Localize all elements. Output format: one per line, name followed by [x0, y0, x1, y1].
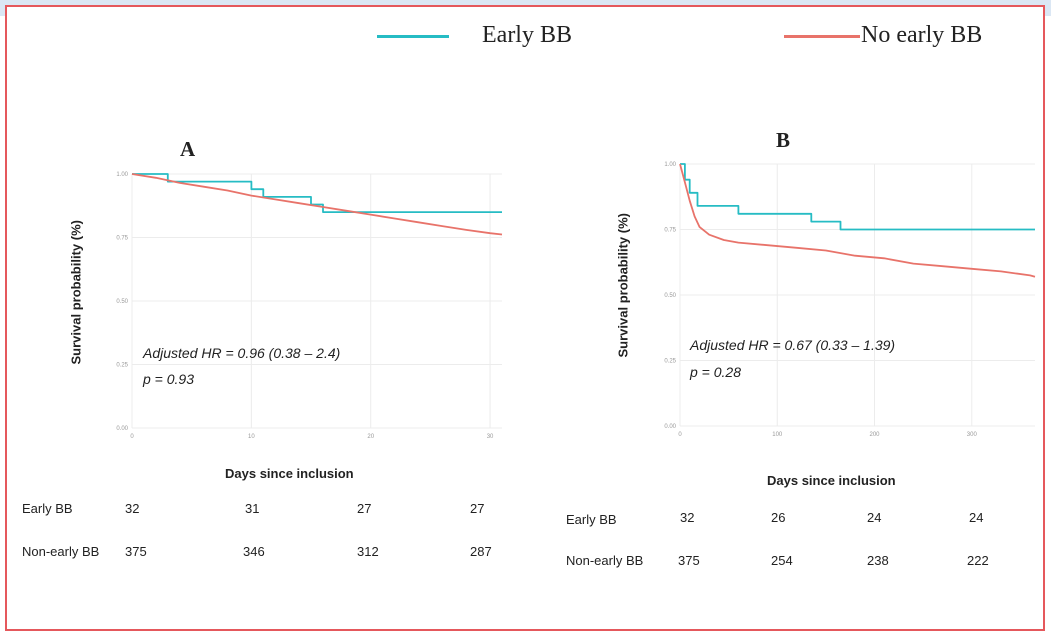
- panel-a-xlabel: Days since inclusion: [225, 466, 354, 481]
- panel-b-ytick-4: 1.00: [664, 162, 676, 168]
- panel-a-xtick-0: 0: [130, 434, 134, 440]
- panel-b-ytick-1: 0.25: [664, 359, 676, 365]
- panel-b-risk-non-early-1: 254: [771, 553, 793, 568]
- panel-a-risk-label-early: Early BB: [22, 501, 73, 516]
- panel-a-xtick-1: 10: [248, 434, 255, 440]
- panel-b-series-no-early-bb-line: [679, 163, 1036, 278]
- panel-b-risk-non-early-3: 222: [967, 553, 989, 568]
- panel-b-risk-non-early-0: 375: [678, 553, 700, 568]
- panel-b-ytick-3: 0.75: [664, 228, 676, 234]
- panel-b-ytick-0: 0.00: [664, 424, 676, 430]
- panel-b-risk-non-early-2: 238: [867, 553, 889, 568]
- panel-b-risk-label-early: Early BB: [566, 512, 617, 527]
- legend-no-early-bb-swatch: [784, 35, 860, 38]
- legend-early-bb-swatch: [377, 35, 449, 38]
- panel-b-xtick-0: 0: [678, 432, 682, 438]
- panel-a-risk-non-early-1: 346: [243, 544, 265, 559]
- panel-b-risk-early-1: 26: [771, 510, 786, 525]
- panel-a-xtick-3: 30: [487, 434, 494, 440]
- panel-a-chart: 0.00 0.25 0.50 0.75 1.00 0 10 20 30: [116, 172, 503, 440]
- panel-a-risk-early-2: 27: [357, 501, 372, 516]
- panel-b-xtick-2: 200: [870, 432, 881, 438]
- panel-b-ytick-2: 0.50: [664, 293, 676, 299]
- panel-a-p-annotation: p = 0.93: [143, 371, 194, 387]
- panel-a-ytick-0: 0.00: [116, 426, 128, 432]
- panel-a-ytick-3: 0.75: [116, 236, 128, 242]
- panel-a-hr-annotation: Adjusted HR = 0.96 (0.38 – 2.4): [143, 345, 341, 361]
- panel-b-xtick-1: 100: [772, 432, 783, 438]
- panel-a-series-no-early-bb-line: [131, 173, 503, 236]
- panel-b-risk-label-non-early: Non-early BB: [566, 553, 644, 568]
- panel-b-risk-early-0: 32: [680, 510, 695, 525]
- panel-b-p-annotation: p = 0.28: [690, 364, 741, 380]
- figure-frame: [5, 5, 1045, 631]
- panel-a-letter: A: [180, 137, 196, 161]
- legend-no-early-bb-label: No early BB: [861, 22, 983, 48]
- panel-a-ytick-1: 0.25: [116, 363, 128, 369]
- panel-b-xtick-3: 300: [967, 432, 978, 438]
- panel-a-ytick-4: 1.00: [116, 172, 128, 178]
- panel-a-ytick-2: 0.50: [116, 299, 128, 305]
- panel-b-xlabel: Days since inclusion: [767, 473, 896, 488]
- panel-b-risk-early-3: 24: [969, 510, 984, 525]
- panel-b-risk-early-2: 24: [867, 510, 882, 525]
- panel-b-series-early-bb-line: [680, 163, 1035, 231]
- panel-a-risk-early-3: 27: [470, 501, 485, 516]
- panel-b-ylabel: Survival probability (%): [615, 213, 631, 358]
- legend-early-bb-label: Early BB: [482, 22, 572, 48]
- panel-b-chart: 0.00 0.25 0.50 0.75 1.00 0 100 200 300: [664, 162, 1036, 438]
- panel-b-hr-annotation: Adjusted HR = 0.67 (0.33 – 1.39): [690, 337, 896, 353]
- panel-a-risk-label-non-early: Non-early BB: [22, 544, 100, 559]
- panel-a-xtick-2: 20: [367, 434, 374, 440]
- panel-a-risk-non-early-2: 312: [357, 544, 379, 559]
- panel-a-ylabel: Survival probability (%): [68, 220, 84, 365]
- panel-b-letter: B: [776, 128, 791, 152]
- panel-a-risk-non-early-0: 375: [125, 544, 147, 559]
- panel-a-risk-early-0: 32: [125, 501, 140, 516]
- panel-a-risk-non-early-3: 287: [470, 544, 492, 559]
- panel-a-risk-early-1: 31: [245, 501, 260, 516]
